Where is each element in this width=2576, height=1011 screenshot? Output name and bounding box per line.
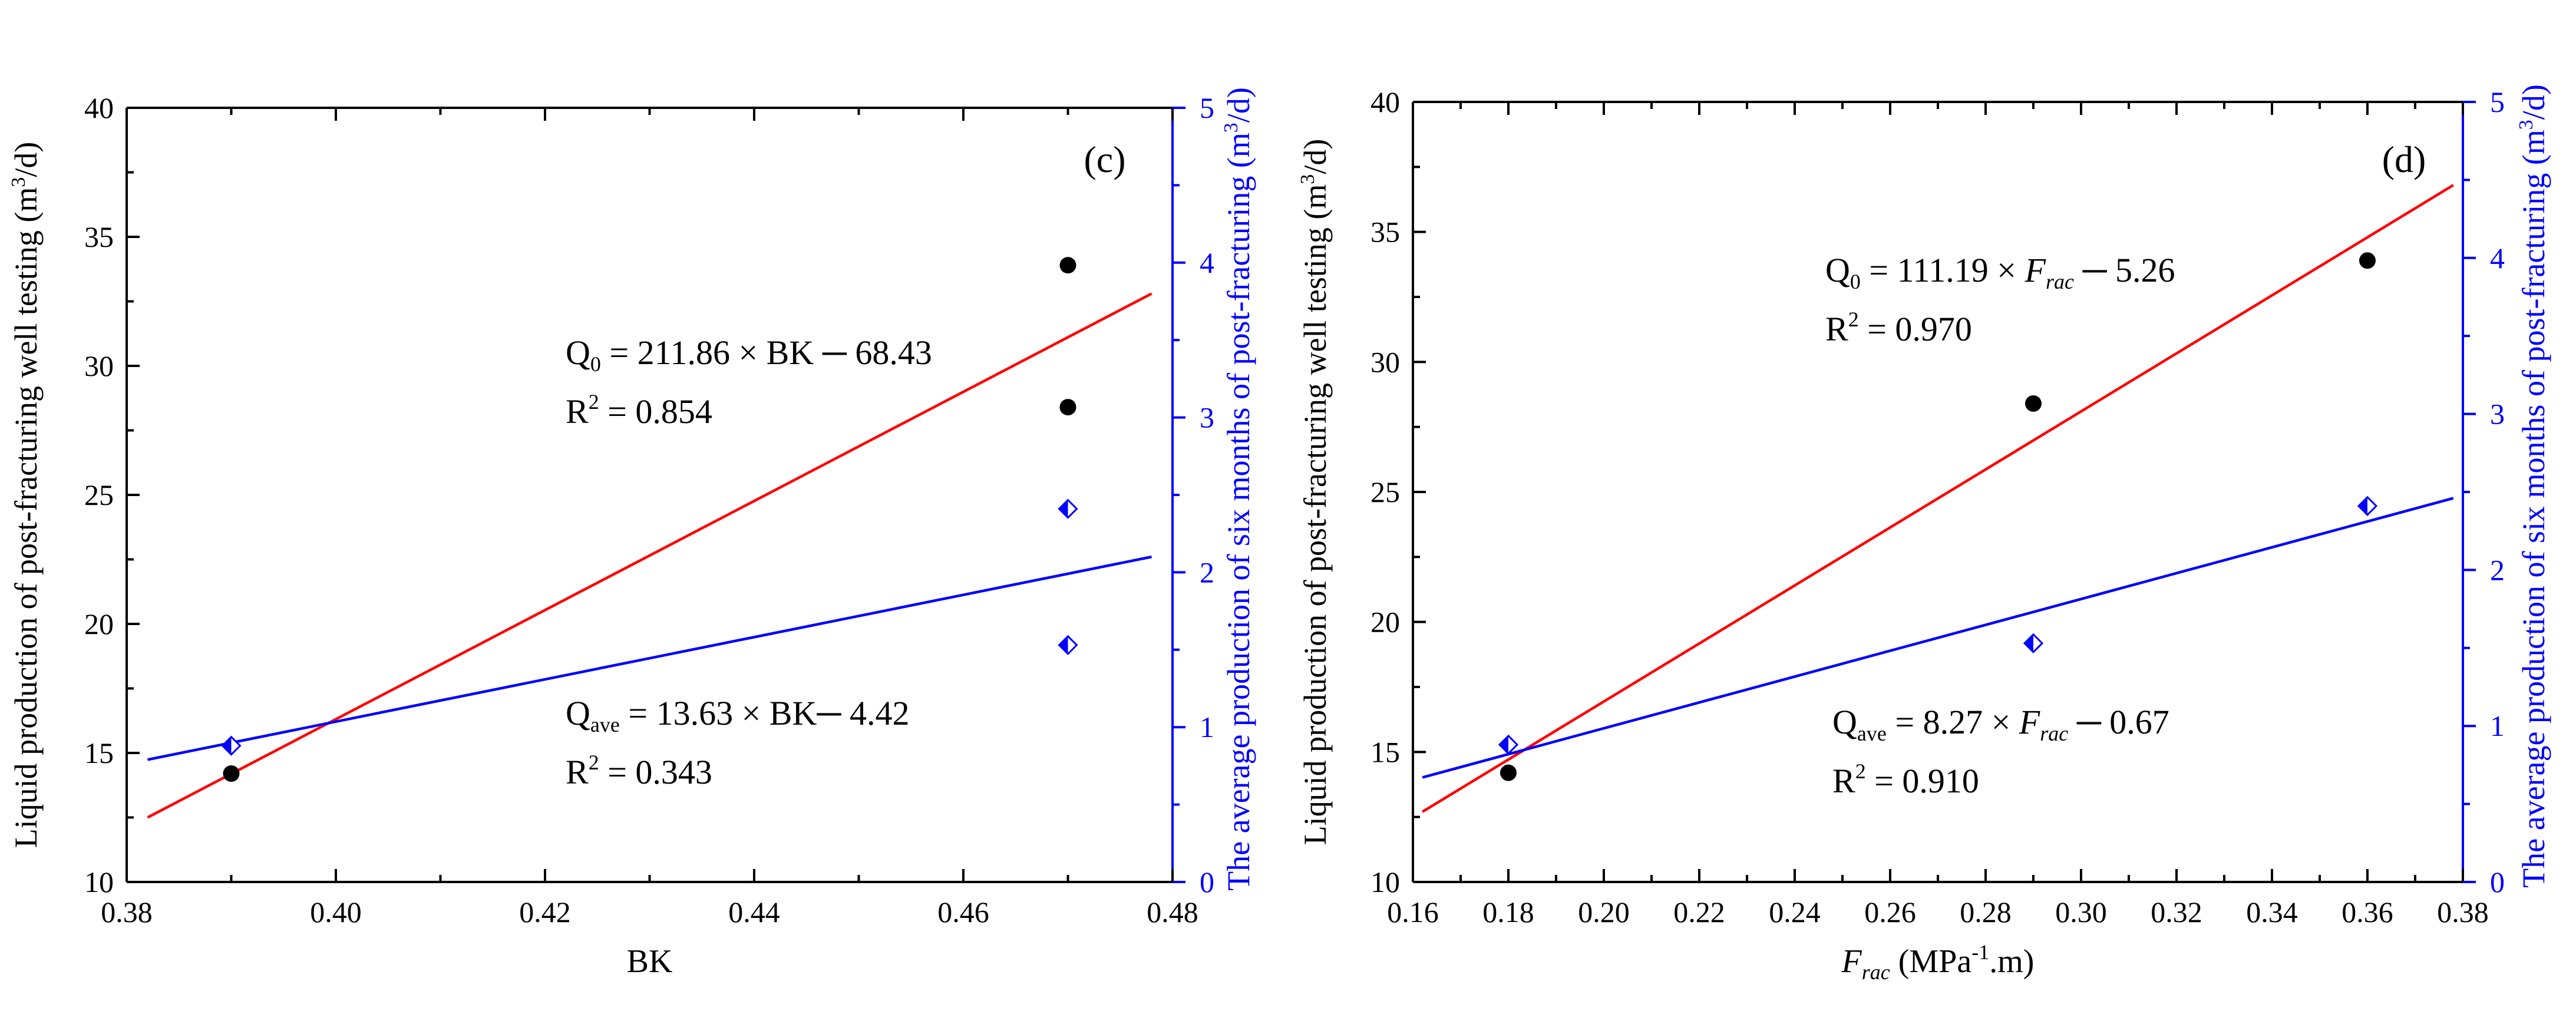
- y-axis-label: Liquid production of post-fracturing wel…: [8, 142, 44, 848]
- y-tick-label: 15: [84, 736, 114, 769]
- y2-tick-label: 1: [2490, 709, 2505, 742]
- y2-tick-label: 3: [1200, 401, 1214, 434]
- x-axis-label: BK: [627, 943, 673, 980]
- y-tick-label: 35: [84, 220, 114, 253]
- data-point-q0: [1059, 399, 1076, 416]
- x-tick-label: 0.32: [2151, 896, 2202, 929]
- y2-tick-label: 0: [1200, 865, 1214, 898]
- x-tick-label: 0.26: [1864, 896, 1916, 929]
- diamond-fill: [1059, 636, 1068, 654]
- diamond-fill: [1059, 500, 1068, 518]
- x-tick-label: 0.38: [2437, 896, 2489, 929]
- y-tick-label: 35: [1370, 216, 1400, 249]
- x-tick-label: 0.24: [1769, 896, 1821, 929]
- y-tick-label: 15: [1370, 735, 1400, 768]
- x-tick-label: 0.38: [101, 896, 153, 929]
- y-tick-label: 30: [1370, 345, 1400, 378]
- y-tick-label: 20: [1370, 606, 1400, 639]
- data-point-q0: [223, 765, 240, 782]
- data-point-qave: [1498, 734, 1519, 755]
- x-tick-label: 0.36: [2341, 896, 2393, 929]
- y-tick-label: 40: [84, 91, 114, 124]
- data-point-qave: [2023, 633, 2044, 653]
- x-tick-label: 0.30: [2055, 896, 2107, 929]
- x-tick-label: 0.16: [1387, 896, 1439, 929]
- x-tick-label: 0.18: [1482, 896, 1534, 929]
- equation-qave: Qave = 13.63 × BK─ 4.42: [566, 694, 909, 736]
- data-point-qave: [1058, 498, 1078, 519]
- y-tick-label: 40: [1370, 85, 1400, 118]
- x-tick-label: 0.20: [1578, 896, 1630, 929]
- x-tick-label: 0.28: [1960, 896, 2012, 929]
- data-point-q0: [2025, 395, 2042, 412]
- diamond-fill: [222, 736, 232, 755]
- y-tick-label: 10: [84, 865, 114, 898]
- y-tick-label: 10: [1370, 865, 1400, 898]
- data-point-q0: [1059, 257, 1076, 274]
- y-tick-label: 30: [84, 349, 114, 382]
- r2-q0: R2 = 0.970: [1825, 308, 1972, 348]
- y-tick-label: 25: [84, 478, 114, 511]
- fit-line-qave: [1422, 497, 2454, 779]
- data-point-qave: [221, 735, 242, 756]
- y-tick-label: 25: [1370, 475, 1400, 508]
- chart-panel-c: 0.38 0.40 0.42 0.44 0.46 0.481015202530354001…: [8, 87, 1256, 980]
- equation-q0: Q0 = 111.19 × Frac ─ 5.26: [1825, 251, 2175, 293]
- fit-line-q0: [147, 292, 1152, 819]
- fit-line-q0: [1422, 184, 2454, 813]
- x-axis-label: Frac (MPa-1.m): [1841, 940, 2035, 984]
- y2-tick-label: 0: [2490, 865, 2505, 898]
- r2-qave: R2 = 0.343: [566, 751, 712, 791]
- x-tick-label: 0.22: [1673, 896, 1725, 929]
- diamond-fill: [1500, 735, 1508, 754]
- y-tick-label: 20: [84, 607, 114, 640]
- panel-label: (c): [1084, 138, 1125, 180]
- y2-tick-label: 2: [1200, 556, 1214, 589]
- data-point-qave: [2357, 495, 2378, 516]
- y2-tick-label: 2: [2490, 553, 2505, 586]
- x-tick-label: 0.42: [519, 896, 571, 929]
- y-axis-label: Liquid production of post-fracturing wel…: [1297, 139, 1333, 845]
- r2-qave: R2 = 0.910: [1832, 759, 1979, 800]
- panel-label: (d): [2382, 138, 2426, 180]
- y2-axis-label: The average production of six months of …: [2515, 84, 2551, 888]
- data-point-qave: [1058, 635, 1078, 656]
- x-tick-label: 0.44: [728, 896, 780, 929]
- y2-tick-label: 5: [2490, 85, 2505, 118]
- equation-q0: Q0 = 211.86 × BK ─ 68.43: [566, 333, 932, 376]
- x-tick-label: 0.40: [310, 896, 362, 929]
- y2-tick-label: 4: [2490, 242, 2505, 275]
- r2-q0: R2 = 0.854: [566, 390, 712, 431]
- chart-panel-d: 0.16 0.18 0.20 0.22 0.24 0.26 0.28 0.30 0.32 0.34…: [1297, 84, 2551, 984]
- fit-line-qave: [147, 555, 1152, 761]
- y2-axis-label: The average production of six months of …: [1220, 87, 1256, 891]
- diamond-fill: [2025, 634, 2033, 652]
- equation-qave: Qave = 8.27 × Frac ─ 0.67: [1832, 703, 2169, 745]
- y2-tick-label: 3: [2490, 398, 2505, 431]
- y2-tick-label: 4: [1200, 246, 1214, 279]
- y2-tick-label: 5: [1200, 91, 1214, 124]
- diamond-fill: [2359, 497, 2367, 515]
- data-point-q0: [2359, 252, 2376, 269]
- data-point-q0: [1500, 764, 1517, 781]
- x-tick-label: 0.34: [2246, 896, 2298, 929]
- x-tick-label: 0.46: [937, 896, 989, 929]
- x-tick-label: 0.48: [1147, 896, 1198, 929]
- y2-tick-label: 1: [1200, 711, 1214, 744]
